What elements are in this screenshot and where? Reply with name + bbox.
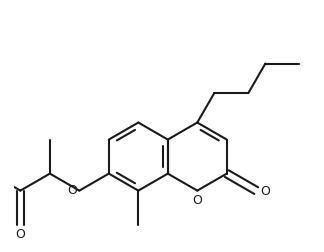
Text: O: O: [68, 183, 77, 196]
Text: O: O: [192, 193, 202, 206]
Text: O: O: [260, 184, 270, 197]
Text: O: O: [16, 227, 25, 240]
